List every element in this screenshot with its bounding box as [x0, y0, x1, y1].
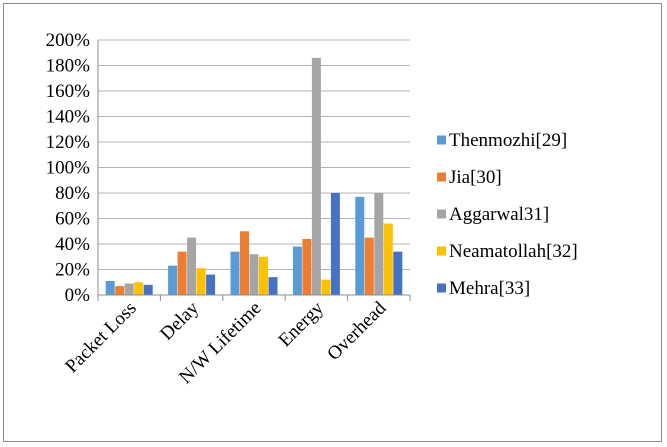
bar-jia-30-delay — [177, 251, 187, 295]
legend-item: Neamatollah[32] — [437, 241, 578, 262]
y-tick-label: 80% — [55, 183, 90, 204]
bar-mehra-33-n-w-lifetime — [268, 277, 278, 295]
bar-thenmozhi-29-n-w-lifetime — [230, 251, 240, 295]
legend: Thenmozhi[29] Jia[30] Aggarwal31] Neamatoll… — [437, 130, 578, 299]
legend-label: Neamatollah[32] — [449, 241, 578, 262]
y-tick-label: 120% — [46, 132, 91, 153]
legend-label: Jia[30] — [449, 167, 502, 188]
bar-aggarwal31-packet-loss — [124, 283, 134, 295]
y-tick-label: 0% — [65, 285, 91, 306]
legend-item: Thenmozhi[29] — [437, 130, 567, 151]
legend-swatch — [437, 135, 446, 145]
legend-swatch — [437, 172, 446, 182]
bar-neamatollah-32-n-w-lifetime — [259, 256, 268, 295]
bar-neamatollah-32-packet-loss — [134, 282, 144, 295]
y-tick-label: 20% — [55, 260, 90, 281]
bar-thenmozhi-29-energy — [292, 246, 302, 295]
bar-jia-30-n-w-lifetime — [240, 231, 249, 295]
legend-label: Thenmozhi[29] — [449, 130, 567, 151]
legend-swatch — [437, 209, 446, 219]
axes — [97, 40, 411, 301]
x-tick-label: Overhead — [323, 297, 390, 364]
bar-neamatollah-32-energy — [321, 279, 331, 295]
bar-mehra-33-delay — [206, 274, 216, 295]
legend-label: Aggarwal31] — [449, 204, 549, 225]
bar-neamatollah-32-overhead — [383, 223, 393, 295]
y-tick-label: 180% — [46, 56, 91, 77]
y-tick-labels: 0% 20% 40% 60% 80% 100% 120% 140% 160% 180% 200% — [46, 30, 91, 306]
legend-swatch — [437, 246, 446, 256]
legend-item: Jia[30] — [437, 167, 502, 188]
bar-aggarwal31-n-w-lifetime — [249, 254, 259, 295]
bar-thenmozhi-29-overhead — [355, 196, 365, 295]
legend-swatch — [437, 283, 446, 293]
bar-thenmozhi-29-delay — [168, 265, 178, 295]
bar-mehra-33-overhead — [393, 251, 403, 295]
y-tick-label: 100% — [46, 158, 91, 179]
x-tick-label: Energy — [275, 297, 329, 351]
y-tick-label: 200% — [46, 30, 91, 51]
bar-aggarwal31-overhead — [374, 193, 384, 295]
x-tick-label: Delay — [156, 297, 203, 344]
legend-item: Aggarwal31] — [437, 204, 549, 225]
y-tick-label: 160% — [46, 81, 91, 102]
bar-mehra-33-energy — [330, 193, 340, 295]
bar-aggarwal31-energy — [311, 57, 321, 295]
y-tick-label: 40% — [55, 234, 90, 255]
y-tick-label: 140% — [46, 107, 91, 128]
legend-label: Mehra[33] — [449, 278, 530, 299]
legend-item: Mehra[33] — [437, 278, 530, 299]
bar-neamatollah-32-delay — [196, 268, 206, 295]
bar-jia-30-packet-loss — [115, 286, 125, 295]
y-tick-label: 60% — [55, 209, 90, 230]
bar-jia-30-overhead — [364, 237, 374, 295]
bar-mehra-33-packet-loss — [143, 284, 153, 295]
bars — [105, 57, 403, 295]
bar-aggarwal31-delay — [187, 237, 197, 295]
x-tick-label: Packet Loss — [61, 298, 140, 377]
bar-thenmozhi-29-packet-loss — [105, 280, 115, 295]
bar-jia-30-energy — [302, 238, 312, 295]
